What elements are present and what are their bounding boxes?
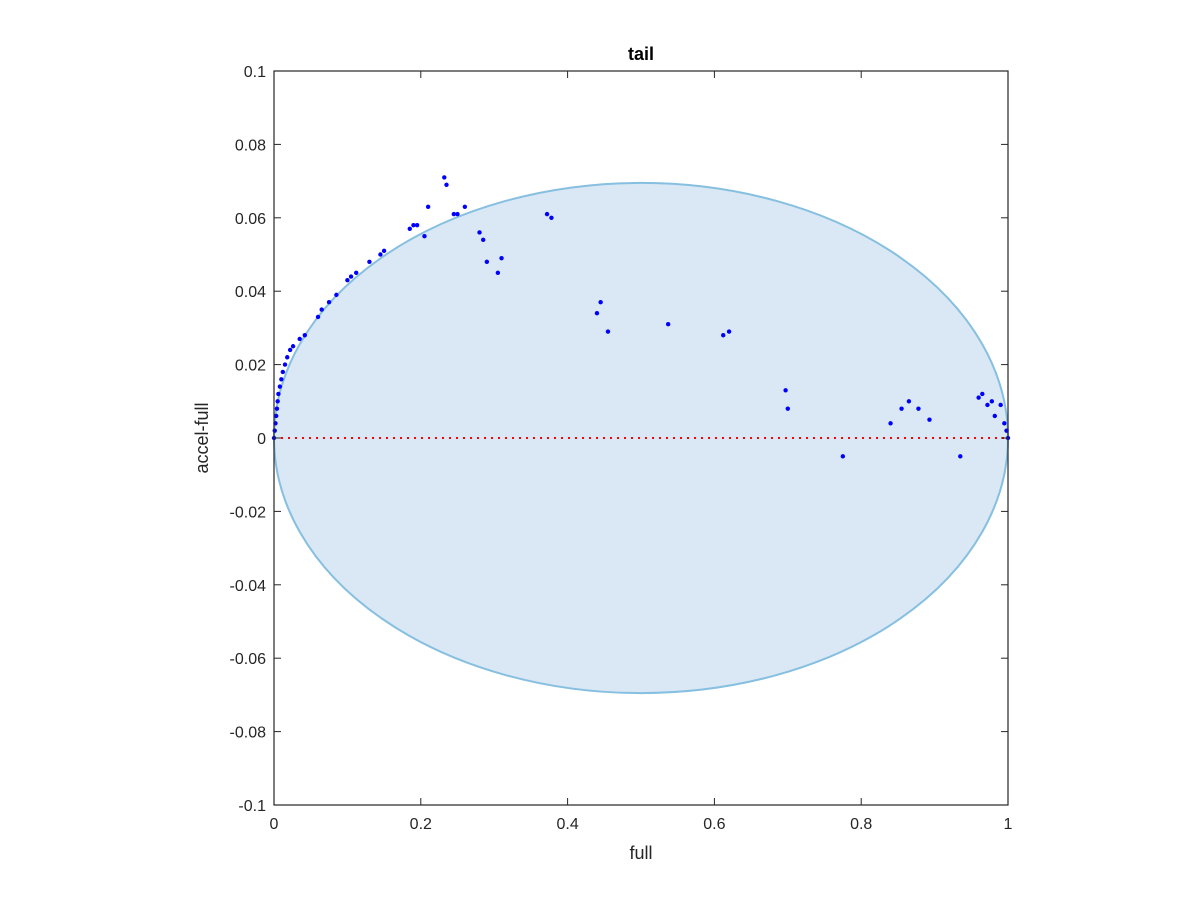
- data-point: [899, 406, 904, 411]
- data-point: [499, 255, 504, 261]
- data-point: [345, 277, 350, 283]
- data-point: [422, 233, 427, 239]
- data-point: [297, 336, 302, 342]
- data-point: [976, 395, 981, 400]
- data-point: [888, 421, 893, 426]
- x-tick-label: 0.6: [703, 816, 725, 833]
- data-point: [484, 259, 490, 265]
- data-point: [319, 307, 324, 312]
- data-point: [272, 428, 277, 433]
- data-point: [274, 406, 280, 411]
- data-point: [381, 248, 387, 254]
- data-point: [444, 182, 449, 187]
- y-tick-label: 0.04: [235, 284, 266, 301]
- data-point: [411, 222, 416, 228]
- plot-area: [273, 71, 1009, 805]
- y-tick-label: -0.04: [230, 578, 267, 595]
- y-tick-label: 0.08: [235, 137, 266, 154]
- y-tick-label: 0: [257, 431, 266, 448]
- data-point: [992, 413, 997, 419]
- data-point: [302, 333, 308, 338]
- x-tick-label: 1: [1004, 816, 1013, 833]
- y-tick-label: 0.1: [244, 64, 266, 81]
- data-point: [282, 362, 288, 367]
- data-point: [721, 333, 726, 338]
- data-point: [916, 406, 921, 411]
- data-point: [378, 252, 383, 257]
- data-point: [290, 344, 296, 349]
- data-point: [980, 391, 985, 397]
- data-point: [442, 175, 447, 180]
- y-tick-label: -0.06: [230, 651, 267, 668]
- data-point: [334, 292, 339, 298]
- data-point: [354, 270, 359, 276]
- data-point: [1002, 421, 1007, 426]
- data-point: [927, 417, 932, 422]
- data-point: [285, 355, 290, 360]
- data-point: [315, 314, 321, 320]
- data-point: [279, 377, 284, 382]
- data-point: [462, 204, 468, 209]
- data-point: [785, 406, 790, 411]
- data-point: [274, 413, 279, 419]
- data-point: [280, 369, 286, 375]
- data-point: [598, 300, 603, 305]
- data-point: [840, 454, 846, 459]
- data-point: [277, 384, 283, 389]
- data-point: [549, 215, 554, 220]
- y-tick-label: -0.08: [230, 725, 267, 742]
- data-point: [276, 391, 281, 397]
- y-axis-label: accel-full: [192, 402, 212, 473]
- data-point: [989, 399, 995, 404]
- data-point: [348, 274, 354, 279]
- axes: 0 0.2 0.4 0.6 0.8 1 -0.1 -0.08 -0.06 -0.04 -0.02 0 0…: [230, 64, 1013, 833]
- data-point: [326, 300, 332, 305]
- x-tick-label: 0.8: [850, 816, 872, 833]
- x-axis-label: full: [629, 843, 652, 863]
- data-point: [275, 399, 280, 404]
- y-tick-label: 0.06: [235, 211, 266, 228]
- x-tick-label: 0.2: [410, 816, 432, 833]
- data-point: [665, 322, 671, 327]
- data-point: [407, 226, 412, 232]
- data-point: [906, 399, 912, 404]
- data-point: [998, 402, 1003, 408]
- data-point: [958, 454, 963, 459]
- x-tick-label: 0: [270, 816, 279, 833]
- data-point: [287, 347, 293, 353]
- data-point: [495, 270, 501, 276]
- data-point: [425, 204, 431, 209]
- chart-title: tail: [628, 44, 654, 64]
- data-point: [477, 230, 482, 235]
- data-point: [605, 329, 611, 334]
- x-tick-label: 0.4: [556, 816, 578, 833]
- y-tick-label: -0.1: [238, 798, 266, 815]
- data-point: [367, 259, 372, 265]
- data-point: [783, 388, 788, 393]
- data-point: [455, 211, 460, 217]
- y-tick-label: -0.02: [230, 504, 267, 521]
- data-point: [480, 237, 486, 243]
- data-point: [414, 222, 420, 228]
- data-point: [726, 329, 732, 334]
- data-point: [594, 311, 600, 316]
- data-point: [544, 211, 550, 217]
- data-point: [985, 402, 990, 408]
- data-point: [451, 211, 457, 217]
- y-tick-label: 0.02: [235, 358, 266, 375]
